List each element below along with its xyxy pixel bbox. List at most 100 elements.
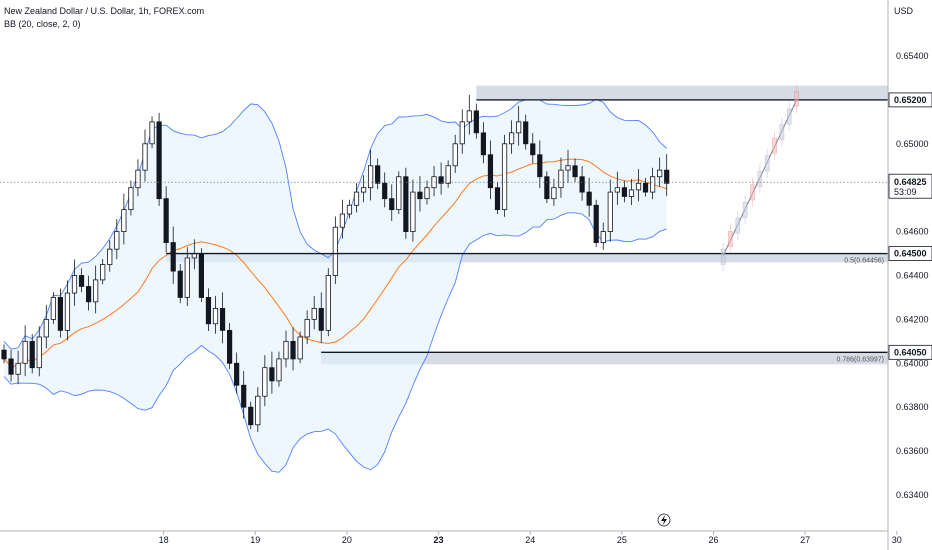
candle — [459, 109, 465, 154]
candle-body — [311, 308, 317, 320]
candle — [86, 275, 92, 311]
candle-body — [346, 204, 353, 215]
candle — [593, 199, 599, 247]
projection-candle — [757, 164, 763, 194]
time-tick-label: 30 — [892, 535, 902, 545]
candle — [586, 177, 592, 217]
candle — [375, 158, 381, 190]
level-price-tag — [888, 344, 932, 360]
candle — [57, 288, 64, 338]
projection-candle — [779, 117, 785, 147]
projection-body — [742, 202, 748, 219]
candle-body — [353, 191, 360, 206]
candle-body — [163, 198, 169, 243]
level-zone — [321, 352, 888, 365]
candle — [403, 167, 409, 239]
candle-body — [480, 132, 487, 156]
level-price-label: 0.65200 — [894, 95, 927, 105]
candle-body — [184, 257, 190, 298]
candle — [339, 199, 346, 239]
level-price-tag — [888, 246, 932, 261]
candle-body — [487, 154, 494, 189]
candle-body — [438, 176, 444, 184]
candle — [642, 177, 649, 197]
candle-body — [551, 187, 557, 200]
candle — [283, 330, 289, 368]
time-tick-label: 27 — [800, 535, 810, 545]
candle — [29, 334, 35, 374]
candle — [516, 105, 522, 146]
level-price-tag — [888, 92, 932, 108]
candle — [64, 280, 71, 341]
candle-body — [332, 226, 338, 276]
candle-body — [325, 275, 331, 331]
candle-body — [382, 182, 388, 200]
indicator-label[interactable]: BB (20, close, 2, 0) — [4, 19, 81, 29]
candle — [142, 129, 148, 182]
price-tick-label: 0.64000 — [896, 358, 929, 368]
candle-body — [459, 121, 465, 145]
candle — [128, 180, 134, 216]
candle-body — [255, 395, 261, 426]
candle — [530, 133, 536, 164]
projection-body — [764, 155, 770, 172]
candle — [50, 291, 56, 324]
candle — [93, 265, 99, 314]
candle-body — [198, 253, 204, 298]
candle — [508, 120, 515, 154]
time-tick-label: 20 — [342, 535, 352, 545]
candle — [114, 219, 120, 260]
fib-level-label: 0.5(0.64456) — [844, 258, 884, 265]
candle-body — [621, 187, 628, 197]
price-tick-label: 0.63400 — [896, 490, 929, 500]
candle-body — [135, 169, 141, 189]
time-tick-label: 19 — [250, 535, 260, 545]
level-zone — [476, 85, 888, 101]
candle — [304, 310, 310, 345]
candle — [650, 167, 656, 200]
candle-body — [494, 187, 501, 211]
candle-body — [424, 187, 430, 200]
candle-body — [537, 154, 543, 178]
candle — [664, 154, 670, 197]
candle-body — [262, 367, 268, 397]
candle — [389, 184, 395, 222]
candle-body — [1, 349, 7, 360]
projection-body — [720, 248, 726, 265]
time-axis: 18 19 20 23 24 25 26 27 30 — [159, 531, 902, 545]
candle — [100, 259, 106, 285]
time-tick-label: 18 — [159, 535, 169, 545]
candle — [170, 226, 176, 284]
candle — [184, 247, 190, 307]
candle — [121, 193, 127, 245]
candle-body — [516, 121, 522, 134]
candle — [551, 178, 557, 206]
candle — [607, 179, 613, 242]
candle-body — [318, 308, 324, 331]
price-tick-label: 0.64400 — [896, 271, 929, 281]
candle-body — [234, 362, 240, 386]
last-price-tag — [888, 173, 932, 199]
candle — [353, 183, 360, 213]
projection-body — [728, 231, 733, 248]
projection-candle — [764, 149, 770, 178]
candle — [262, 355, 268, 407]
candle-body — [452, 143, 458, 167]
candle-body — [283, 340, 289, 360]
level-zones — [166, 85, 888, 365]
lightning-icon[interactable] — [657, 513, 671, 527]
candle — [290, 327, 296, 371]
candle-body — [248, 406, 254, 426]
time-tick-label: 23 — [434, 535, 444, 545]
symbol-title: New Zealand Dollar / U.S. Dollar, 1h, FO… — [4, 6, 205, 16]
candle-body — [530, 143, 536, 156]
candle-body — [389, 198, 395, 211]
candle-body — [93, 279, 99, 303]
candle-body — [50, 297, 56, 320]
projection-candle — [794, 84, 799, 114]
candle — [107, 240, 113, 272]
candle — [78, 268, 85, 293]
candle — [523, 114, 529, 150]
